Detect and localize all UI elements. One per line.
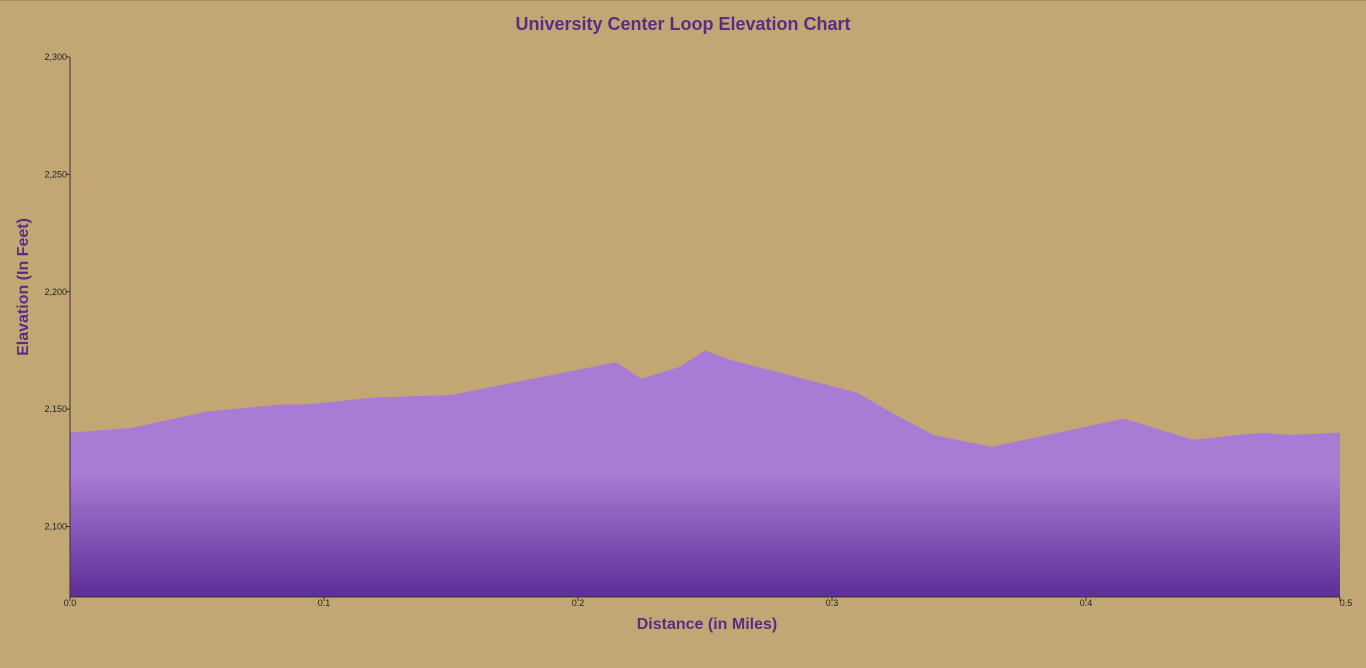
y-axis-ticks: 2,100 2,150 2,200 2,250 2,300	[44, 52, 70, 532]
x-axis-label: Distance (in Miles)	[637, 616, 777, 633]
y-tick-label: 2,300	[44, 52, 67, 62]
y-tick-label: 2,100	[44, 522, 67, 532]
x-tick-label: 0.3	[826, 598, 839, 608]
elevation-area	[70, 350, 1340, 597]
y-axis-label: Elavation (In Feet)	[15, 218, 32, 356]
chart-title: University Center Loop Elevation Chart	[515, 14, 850, 34]
x-tick-label: 0.2	[572, 598, 585, 608]
x-tick-label: 0.0	[64, 598, 77, 608]
x-tick-label: 0.4	[1080, 598, 1093, 608]
y-tick-label: 2,200	[44, 287, 67, 297]
x-axis-ticks: 0.0 0.1 0.2 0.3 0.4 0.5	[64, 597, 1353, 608]
x-tick-label: 0.5	[1340, 598, 1353, 608]
x-tick-label: 0.1	[318, 598, 331, 608]
y-tick-label: 2,150	[44, 404, 67, 414]
y-tick-label: 2,250	[44, 169, 67, 179]
plot-area	[70, 350, 1340, 597]
